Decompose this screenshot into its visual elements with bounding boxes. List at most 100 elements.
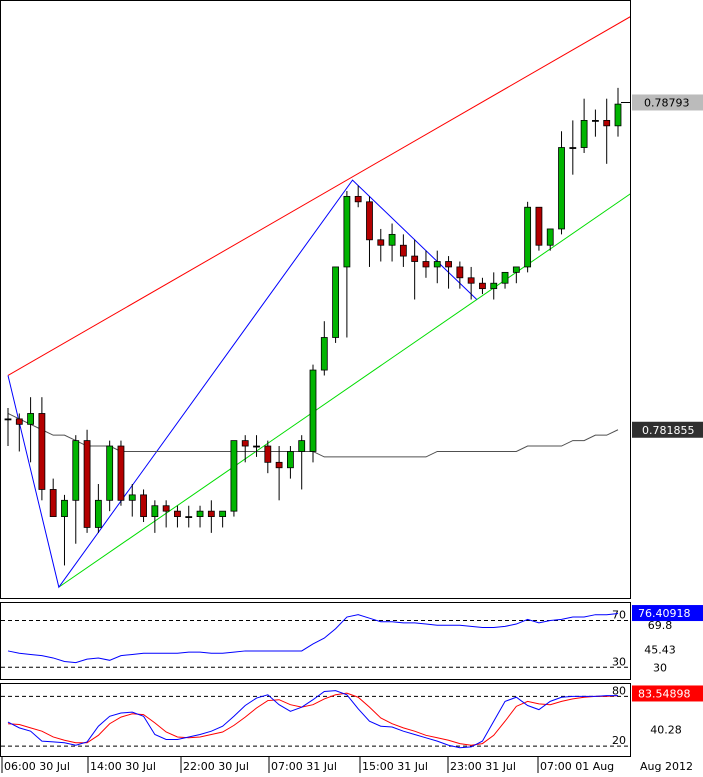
price-tick-label: 0.7799 (640, 532, 679, 545)
rsi-tick-label: 69.8 (648, 619, 673, 632)
price-tick-label: 0.7887 (640, 55, 679, 68)
price-tick-label: 0.7871 (640, 142, 679, 155)
time-tick-label: 07:00 31 Jul (271, 760, 337, 773)
price-tick-label: 0.7807 (640, 489, 679, 502)
rsi-tick-label: 30 (653, 661, 667, 674)
candle-body (38, 413, 46, 490)
candle-body (546, 228, 554, 246)
rsi-level-label: 30 (612, 655, 626, 668)
time-axis: 06:00 30 Jul 14:00 30 Jul 22:00 30 Jul 07:0… (1, 757, 693, 773)
candle-body (61, 499, 68, 517)
time-tick-label: 15:00 31 Jul (362, 760, 428, 773)
candle-body (614, 103, 622, 127)
candle-body (580, 120, 588, 148)
time-tick-label: 22:00 30 Jul (183, 760, 249, 773)
channel-bottom-line (58, 193, 630, 588)
stoch-main-line (7, 690, 618, 749)
candle-body (287, 451, 294, 469)
price-tick-label: 0.7863 (640, 185, 679, 198)
candle-body (15, 418, 23, 425)
price-tick-label: 0.7875 (640, 120, 679, 133)
rsi-layer: 70 30 69.8 45.43 30 76.40918 (1, 605, 703, 674)
candle-body (140, 494, 147, 517)
candle-body (117, 445, 125, 501)
price-tick-label: 0.7847 (640, 272, 679, 285)
candle-body (94, 499, 102, 528)
stoch-level-label: 80 (612, 684, 626, 697)
candle-body (241, 440, 249, 447)
price-tick-label: 0.7883 (640, 76, 679, 89)
price-layer: 0.78950.78910.78870.78830.78790.78750.78… (4, 11, 679, 589)
stoch-signal-line (7, 692, 619, 746)
time-tick-label: 07:00 01 Aug (540, 760, 614, 773)
price-tick-label: 0.7803 (640, 511, 679, 524)
candle-body (49, 489, 57, 517)
price-tick-label: 0.7835 (640, 337, 679, 350)
price-tick-label: 0.7867 (640, 163, 679, 176)
price-tick-label: 0.7791 (640, 576, 679, 589)
candle-body (399, 244, 407, 257)
candle-body (72, 440, 80, 501)
price-tick-label: 0.7859 (640, 207, 679, 220)
candle-body (230, 440, 238, 512)
price-tick-label: 0.7795 (640, 554, 679, 567)
candle-body (343, 195, 351, 268)
candle-body (264, 445, 272, 463)
time-tick-label: 06:00 30 Jul (4, 760, 70, 773)
price-tick-label: 0.7843 (640, 294, 679, 307)
current-price-label: 0.78793 (644, 96, 690, 109)
channel-top-line (7, 16, 630, 376)
candle-body (366, 201, 373, 241)
price-tick-label: 0.7855 (640, 228, 679, 241)
candle-body (558, 147, 565, 230)
candle-body (275, 461, 283, 469)
rsi-current-label: 76.40918 (638, 607, 691, 620)
candle-body (185, 516, 193, 518)
ma-value-label: 0.781855 (642, 424, 695, 437)
candle-body (422, 261, 430, 268)
time-year-label: Aug 2012 (640, 760, 693, 773)
rsi-line (7, 613, 619, 664)
current-price-box (632, 94, 703, 111)
candle-body (27, 413, 34, 425)
candle-body (445, 261, 452, 268)
stoch-layer: 80 20 40.28 83.54898 (1, 684, 703, 749)
candle-body (128, 494, 136, 501)
candle-body (320, 337, 328, 371)
candle-body (106, 445, 114, 501)
candle-body (512, 266, 520, 273)
price-tick-label: 0.7823 (640, 402, 679, 415)
time-tick-label: 23:00 31 Jul (450, 760, 516, 773)
candle-body (535, 206, 543, 246)
candle-body (388, 233, 396, 246)
price-tick-label: 0.7811 (640, 467, 679, 480)
stoch-panel-frame (0, 683, 631, 757)
stoch-current-box (632, 685, 703, 702)
candle-body (151, 505, 159, 517)
candle-body (501, 271, 509, 284)
stoch-tick-label: 40.28 (650, 723, 682, 736)
rsi-current-box (632, 605, 703, 622)
candle-body (174, 510, 181, 517)
candle-body (524, 206, 532, 268)
price-tick-label: 0.7895 (640, 11, 679, 24)
candle-body (411, 255, 419, 262)
stoch-current-label: 83.54898 (638, 687, 691, 700)
candle-body (479, 282, 486, 290)
candle-body (467, 277, 475, 284)
candle-body (490, 282, 498, 290)
candle-body (354, 195, 362, 203)
candle-body (298, 440, 306, 452)
time-tick-label: 14:00 30 Jul (90, 760, 156, 773)
price-tick-label: 0.7815 (640, 445, 679, 458)
price-tick-label: 0.7839 (640, 315, 679, 328)
candle-body (162, 505, 170, 512)
candle-body (309, 369, 317, 452)
candle-body (4, 418, 12, 421)
candle-body (592, 120, 599, 122)
rsi-level-label: 70 (612, 609, 626, 622)
candle-body (207, 510, 215, 517)
price-tick-label: 0.7831 (640, 359, 679, 372)
